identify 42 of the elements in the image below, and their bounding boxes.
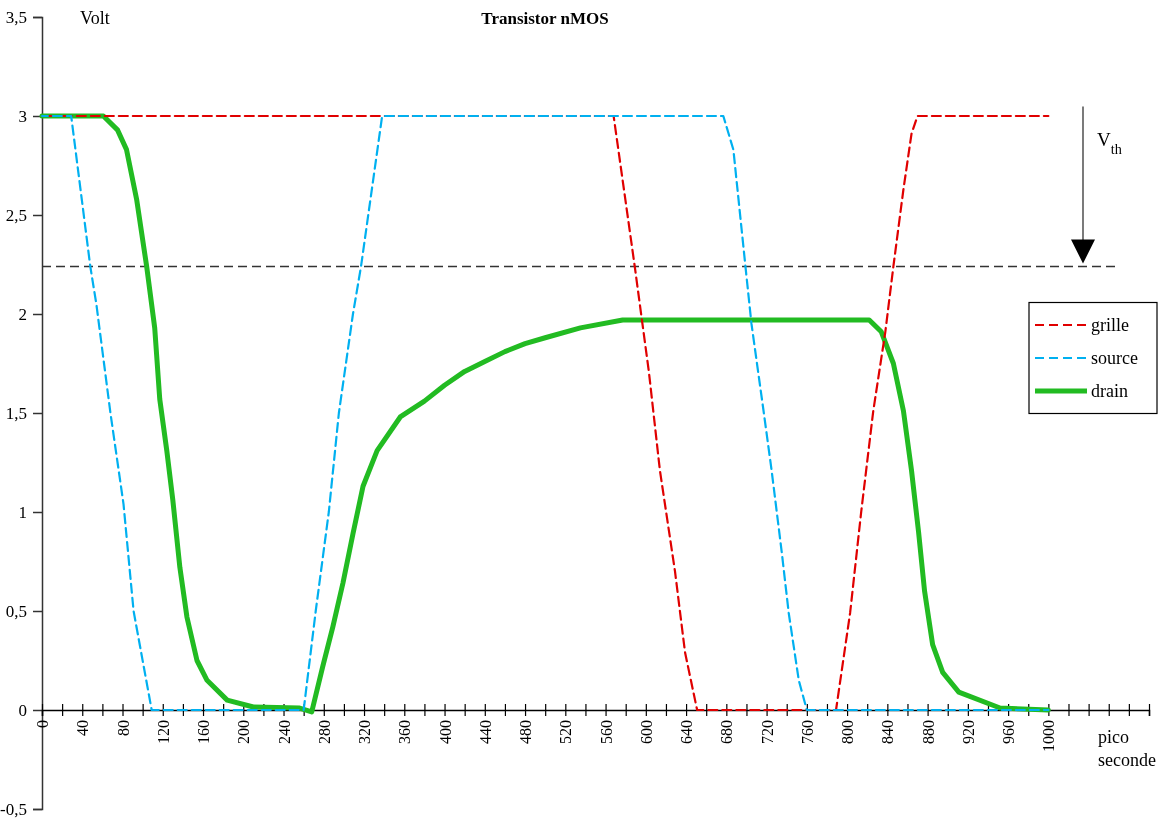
y-tick-label: 1,5 <box>5 403 27 423</box>
legend-label: grille <box>1091 315 1129 336</box>
y-tick-label: 0,5 <box>5 601 27 621</box>
x-tick-label: 920 <box>959 720 977 744</box>
y-tick-label: 3,5 <box>5 7 27 27</box>
x-tick-label: 560 <box>597 720 615 744</box>
x-tick-label: 520 <box>557 720 575 744</box>
x-tick-label: 840 <box>879 720 897 744</box>
x-tick-label: 80 <box>114 720 132 736</box>
y-axis-title: Volt <box>80 8 110 28</box>
x-tick-label: 680 <box>718 720 736 744</box>
x-tick-label: 880 <box>919 720 937 744</box>
x-axis-title: pico seconde <box>1098 727 1156 771</box>
x-tick-label: 240 <box>275 720 293 744</box>
x-tick-label: 320 <box>356 720 374 744</box>
legend-label: drain <box>1091 381 1128 402</box>
x-tick-label: 760 <box>798 720 816 744</box>
x-tick-label: 400 <box>436 720 454 744</box>
x-tick-label: 800 <box>839 720 857 744</box>
y-tick-label: 3 <box>18 106 27 126</box>
x-tick-label: 200 <box>235 720 253 744</box>
annotation: V$_{th}$ <box>1097 129 1122 158</box>
y-tick-label: -0,5 <box>0 799 27 819</box>
x-tick-label: 0 <box>34 720 52 728</box>
y-tick-label: 1 <box>18 502 27 522</box>
x-tick-label: 440 <box>476 720 494 744</box>
chart-title: Transistor nMOS <box>481 9 609 28</box>
x-tick-label: 720 <box>758 720 776 744</box>
x-tick-label: 1000 <box>1040 720 1058 752</box>
x-tick-label: 600 <box>637 720 655 744</box>
x-tick-label: 120 <box>154 720 172 744</box>
y-tick-label: 2,5 <box>5 205 27 225</box>
y-tick-label: 0 <box>18 700 27 720</box>
x-tick-label: 960 <box>1000 720 1018 744</box>
x-tick-label: 360 <box>396 720 414 744</box>
x-tick-label: 640 <box>678 720 696 744</box>
x-tick-label: 160 <box>195 720 213 744</box>
y-tick-label: 2 <box>18 304 27 324</box>
x-tick-label: 480 <box>517 720 535 744</box>
x-tick-label: 40 <box>74 720 92 736</box>
legend-label: source <box>1091 348 1138 369</box>
x-tick-label: 280 <box>315 720 333 744</box>
